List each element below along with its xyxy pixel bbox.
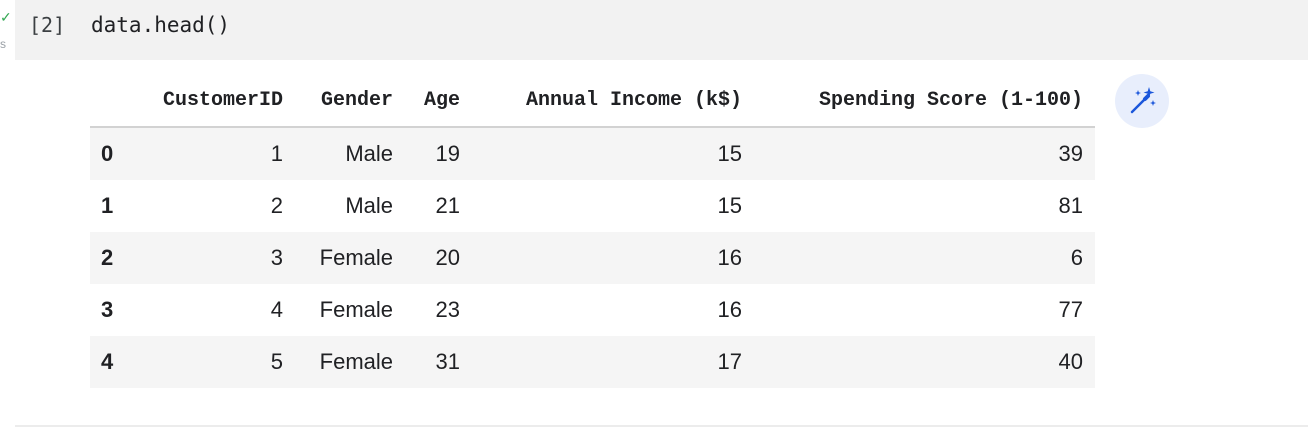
cell-gender: Male	[345, 141, 393, 166]
cell-gender: Female	[319, 297, 393, 322]
row-index: 1	[101, 193, 114, 218]
table-row: 2 3 Female 20 16 6	[90, 232, 1095, 284]
run-duration-label: s	[0, 37, 6, 51]
table-row: 3 4 Female 23 16 77	[90, 284, 1095, 336]
dataframe-table: CustomerID Gender Age Annual Income (k$)…	[90, 75, 1095, 388]
column-header-index	[90, 75, 127, 128]
row-index: 2	[101, 245, 114, 270]
cell-age: 23	[435, 297, 460, 322]
row-index: 3	[101, 297, 114, 322]
cell-customer-id: 4	[270, 297, 283, 322]
cell-age: 21	[435, 193, 460, 218]
column-header-age: Age	[405, 75, 472, 128]
code-cell[interactable]	[15, 0, 1308, 60]
cell-customer-id: 2	[270, 193, 283, 218]
row-index: 4	[101, 349, 114, 374]
column-header-annual-income: Annual Income (k$)	[472, 75, 754, 128]
cell-spending-score: 77	[1058, 297, 1083, 322]
cell-age: 20	[435, 245, 460, 270]
cell-annual-income: 16	[717, 297, 742, 322]
cell-spending-score: 39	[1058, 141, 1083, 166]
column-header-gender: Gender	[295, 75, 405, 128]
column-header-customerid: CustomerID	[127, 75, 295, 128]
cell-gender: Female	[319, 349, 393, 374]
cell-spending-score: 6	[1070, 245, 1083, 270]
cell-spending-score: 81	[1058, 193, 1083, 218]
cell-annual-income: 15	[717, 141, 742, 166]
cell-spending-score: 40	[1058, 349, 1083, 374]
row-index: 0	[101, 141, 114, 166]
cell-annual-income: 17	[717, 349, 742, 374]
run-success-check-icon: ✓	[0, 9, 12, 25]
cell-customer-id: 5	[270, 349, 283, 374]
cell-output: CustomerID Gender Age Annual Income (k$)…	[90, 75, 1095, 388]
table-header-row: CustomerID Gender Age Annual Income (k$)…	[90, 75, 1095, 128]
table-row: 1 2 Male 21 15 81	[90, 180, 1095, 232]
code-editor[interactable]: data.head()	[91, 13, 231, 37]
cell-annual-income: 15	[717, 193, 742, 218]
execution-count: [2]	[29, 13, 66, 37]
column-header-spending-score: Spending Score (1-100)	[754, 75, 1095, 128]
suggest-charts-button[interactable]	[1115, 74, 1169, 128]
cell-gender: Female	[319, 245, 393, 270]
table-row: 0 1 Male 19 15 39	[90, 127, 1095, 180]
cell-gender: Male	[345, 193, 393, 218]
cell-customer-id: 1	[270, 141, 283, 166]
cell-age: 19	[435, 141, 460, 166]
magic-wand-sparkle-icon	[1130, 87, 1156, 114]
cell-customer-id: 3	[270, 245, 283, 270]
table-row: 4 5 Female 31 17 40	[90, 336, 1095, 388]
cell-annual-income: 16	[717, 245, 742, 270]
cell-divider	[15, 425, 1308, 427]
cell-age: 31	[435, 349, 460, 374]
